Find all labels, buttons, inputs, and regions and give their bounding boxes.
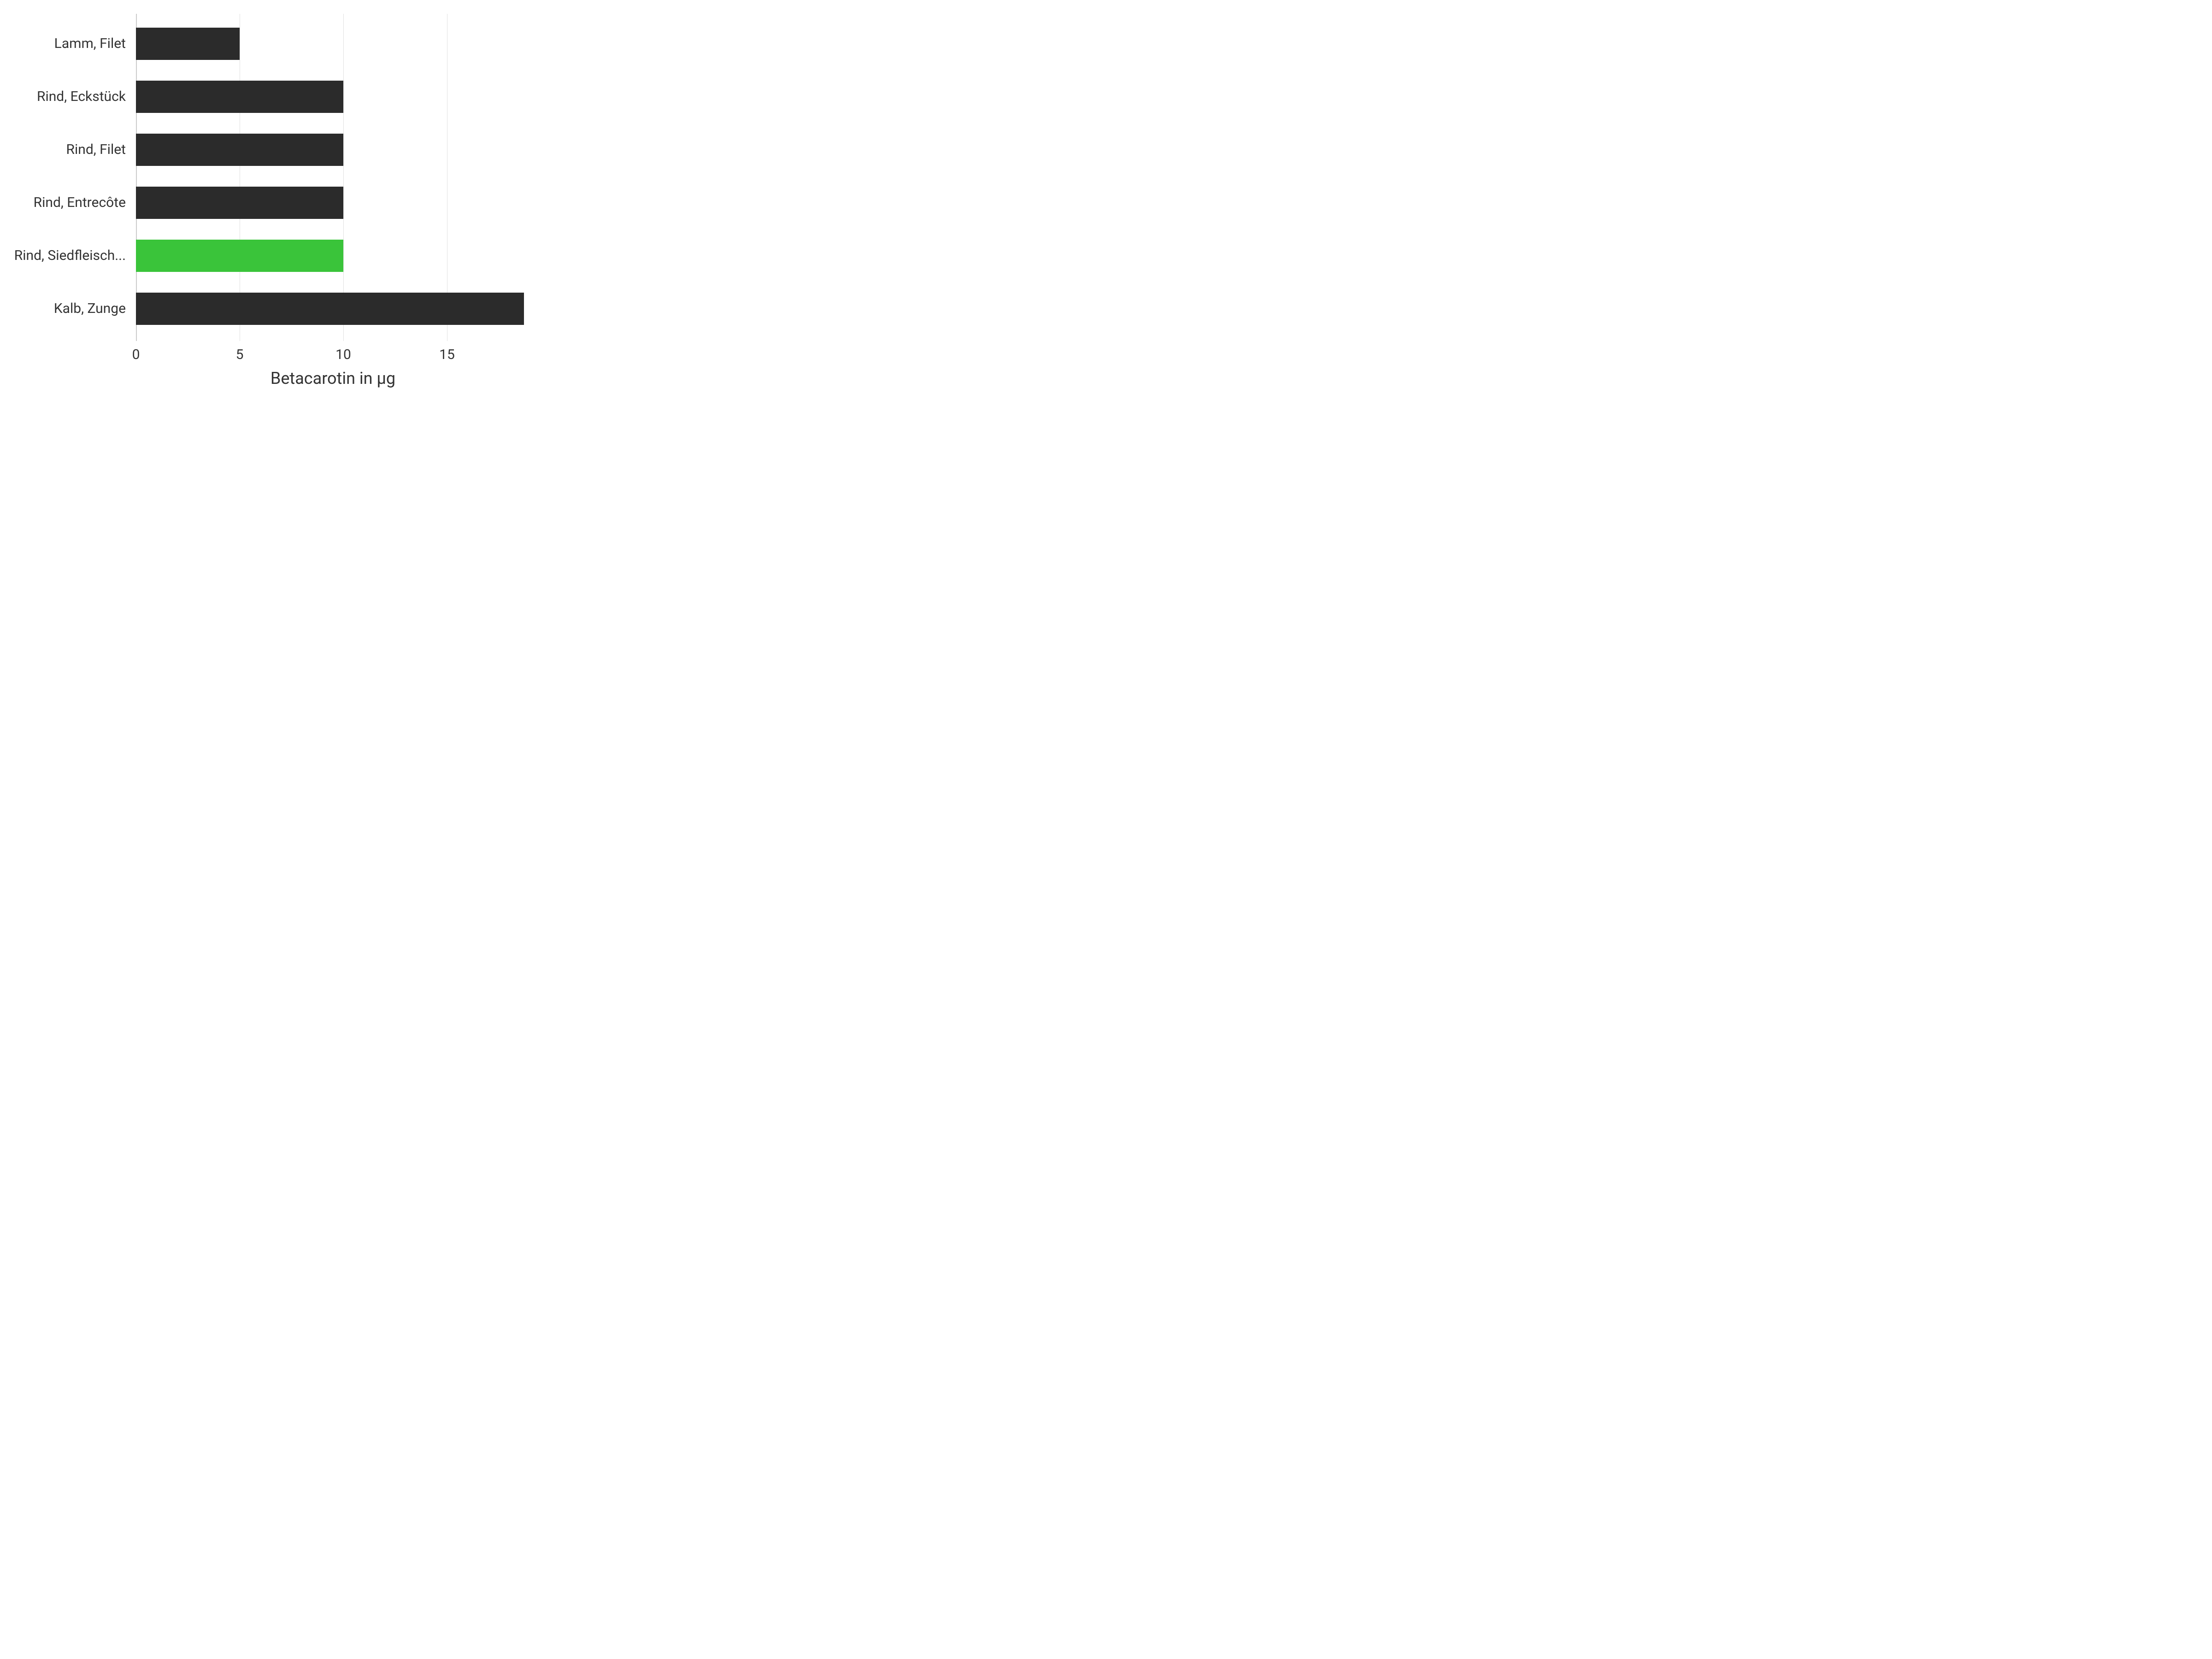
- y-axis-labels: Lamm, Filet Rind, Eckstück Rind, Filet Rind…: [28, 18, 131, 341]
- bar: [136, 28, 240, 60]
- y-axis-label: Rind, Entrecôte: [34, 194, 126, 211]
- x-tick-label: 5: [236, 347, 244, 363]
- y-axis-label: Rind, Eckstück: [37, 88, 126, 105]
- bar: [136, 134, 343, 166]
- chart-container: Lamm, Filet Rind, Eckstück Rind, Filet Rind…: [28, 18, 535, 396]
- bar: [136, 240, 343, 272]
- y-axis-baseline: [136, 14, 137, 341]
- y-axis-label: Kalb, Zunge: [54, 300, 126, 317]
- x-tick-label: 0: [132, 347, 140, 363]
- bar: [136, 81, 343, 113]
- x-tick-label: 10: [335, 347, 351, 363]
- bar: [136, 293, 524, 325]
- x-tick-label: 15: [439, 347, 455, 363]
- plot-area: [136, 18, 530, 341]
- gridline: [343, 14, 344, 341]
- y-axis-label: Rind, Filet: [66, 141, 126, 158]
- y-axis-label: Lamm, Filet: [54, 35, 126, 52]
- y-axis-label: Rind, Siedfleisch...: [14, 247, 126, 264]
- x-axis-title: Betacarotin in µg: [136, 369, 530, 388]
- bar: [136, 187, 343, 219]
